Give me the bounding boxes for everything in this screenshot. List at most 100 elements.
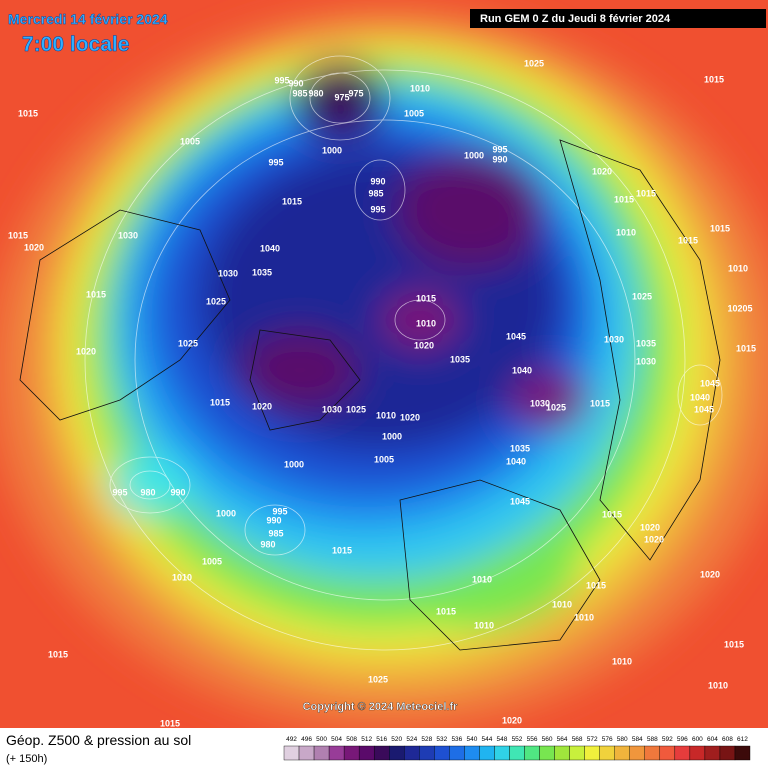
run-info: Run GEM 0 Z du Jeudi 8 février 2024: [480, 13, 671, 25]
legend-label: 580: [617, 736, 628, 743]
coastlines: [19, 139, 721, 651]
isobar-label: 1020: [640, 522, 660, 532]
legend-label: 508: [346, 736, 357, 743]
isobar-label: 1010: [410, 83, 430, 93]
isobar-label: 1020: [24, 242, 44, 252]
isobar-label: 1015: [704, 74, 724, 84]
isobar-label: 1010: [376, 410, 396, 420]
legend-label: 596: [677, 736, 688, 743]
isobar-label: 995: [370, 204, 385, 214]
legend-label: 588: [647, 736, 658, 743]
isobar-label: 1020: [700, 569, 720, 579]
isobar-label: 1000: [216, 508, 236, 518]
legend-swatch: [524, 745, 540, 761]
isobar-label: 1015: [8, 230, 28, 240]
isobar-label: 1045: [700, 378, 720, 388]
isobar-label: 1010: [172, 572, 192, 582]
legend-label: 500: [316, 736, 327, 743]
legend-swatch: [509, 745, 525, 761]
isobar-label: 1045: [694, 404, 714, 414]
isobar-label: 1015: [282, 196, 302, 206]
isobar-label: 1015: [724, 639, 744, 649]
legend-swatch: [434, 745, 450, 761]
legend-swatch: [614, 745, 630, 761]
isobar-label: 10205: [727, 303, 752, 313]
legend-swatch: [599, 745, 615, 761]
footer-lead: (+ 150h): [6, 753, 47, 765]
isobar-label: 975: [334, 92, 349, 102]
isobar-label: 1045: [510, 496, 530, 506]
isobar-label: 980: [140, 487, 155, 497]
isobar-label: 1010: [574, 612, 594, 622]
isobar-label: 1015: [736, 343, 756, 353]
isobar-label: 1015: [614, 194, 634, 204]
legend-swatch: [689, 745, 706, 761]
legend-label: 524: [406, 736, 417, 743]
isobar-label: 990: [266, 515, 281, 525]
isobar-label: 1025: [524, 58, 544, 68]
legend-swatch: [644, 745, 661, 761]
legend-swatch: [404, 745, 420, 761]
isobar-label: 1025: [178, 338, 198, 348]
isobar-label: 1015: [436, 606, 456, 616]
legend-label: 516: [376, 736, 387, 743]
z500-field: [0, 0, 768, 730]
legend-swatch: [569, 745, 585, 761]
forecast-date: Mercredi 14 février 2024: [8, 11, 168, 27]
isobar-label: 1025: [346, 404, 366, 414]
isobar-label: 1010: [472, 574, 492, 584]
isobar-label: 1015: [160, 718, 180, 728]
legend-swatch: [313, 745, 330, 761]
legend-label: 532: [436, 736, 447, 743]
isobar-label: 1000: [284, 459, 304, 469]
legend-label: 564: [557, 736, 568, 743]
isobar-label: 1015: [86, 289, 106, 299]
isobar-label: 1015: [210, 397, 230, 407]
isobar-label: 990: [170, 487, 185, 497]
legend-swatch: [584, 745, 600, 761]
legend-swatch: [449, 745, 465, 761]
legend-swatch: [479, 745, 495, 761]
legend-swatch: [719, 745, 736, 761]
legend-swatch: [373, 745, 390, 761]
legend-label: 504: [331, 736, 342, 743]
isobar-label: 1030: [530, 398, 550, 408]
legend-label: 600: [692, 736, 703, 743]
legend-swatch: [419, 745, 435, 761]
legend-label: 552: [512, 736, 523, 743]
isobar-label: 1015: [586, 580, 606, 590]
isobar-label: 980: [260, 539, 275, 549]
isobar-label: 1010: [612, 656, 632, 666]
isobar-label: 1025: [632, 291, 652, 301]
isobar-label: 1010: [416, 318, 436, 328]
isobars: [84, 55, 723, 651]
isobar-label: 1000: [382, 431, 402, 441]
isobar-label: 1000: [322, 145, 342, 155]
legend-label: 536: [451, 736, 462, 743]
legend-swatch: [554, 745, 570, 761]
isobar-label: 1025: [368, 674, 388, 684]
isobar-label: 1015: [590, 398, 610, 408]
isobar-label: 1035: [510, 443, 530, 453]
isobar-label: 1045: [506, 331, 526, 341]
isobar-label: 995: [492, 144, 507, 154]
legend-swatch: [494, 745, 510, 761]
legend-label: 612: [737, 736, 748, 743]
legend-label: 592: [662, 736, 673, 743]
isobar-label: 1020: [592, 166, 612, 176]
legend-swatch: [704, 745, 721, 761]
legend-label: 528: [421, 736, 432, 743]
legend-label: 568: [572, 736, 583, 743]
forecast-time: 7:00 locale: [22, 33, 129, 56]
isobar-label: 1005: [202, 556, 222, 566]
legend-swatch: [629, 745, 645, 761]
legend-label: 496: [301, 736, 312, 743]
isobar-label: 995: [274, 75, 289, 85]
isobar-label: 1010: [552, 599, 572, 609]
isobar-label: 1030: [604, 334, 624, 344]
legend-swatch: [328, 745, 345, 761]
isobar-label: 1020: [400, 412, 420, 422]
